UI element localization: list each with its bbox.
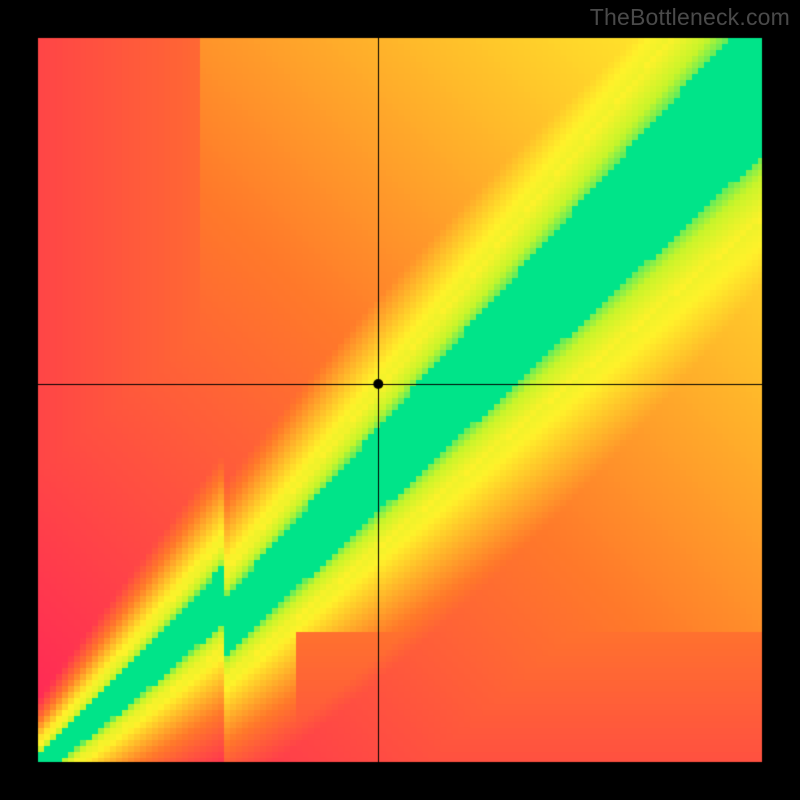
watermark-text: TheBottleneck.com: [590, 4, 790, 31]
chart-container: TheBottleneck.com: [0, 0, 800, 800]
heatmap-canvas: [0, 0, 800, 800]
